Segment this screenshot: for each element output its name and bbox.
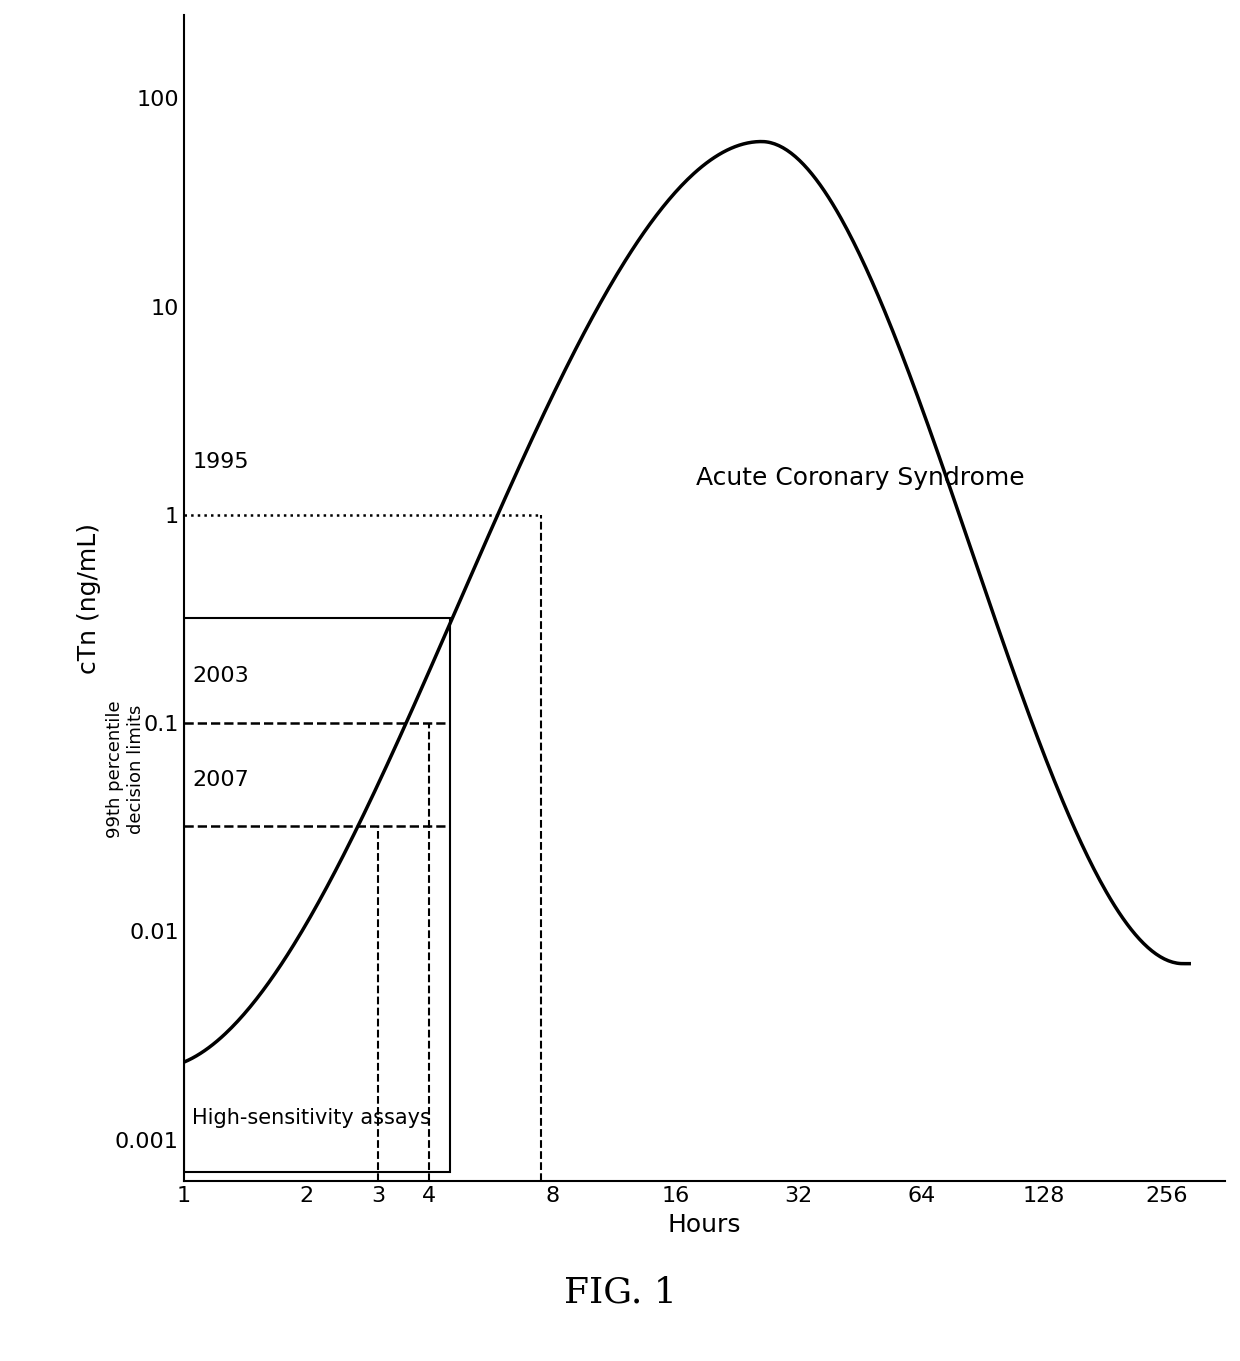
Text: 2003: 2003 [192,667,249,686]
Bar [184,618,450,1172]
Text: 1995: 1995 [192,452,249,472]
X-axis label: Hours: Hours [667,1213,742,1237]
Text: FIG. 1: FIG. 1 [563,1277,677,1309]
Y-axis label: cTn (ng/mL): cTn (ng/mL) [77,523,100,674]
Text: 99th percentile
decision limits: 99th percentile decision limits [105,701,145,838]
Text: Acute Coronary Syndrome: Acute Coronary Syndrome [696,467,1025,490]
Text: 2007: 2007 [192,769,249,789]
Text: High-sensitivity assays: High-sensitivity assays [192,1108,432,1128]
